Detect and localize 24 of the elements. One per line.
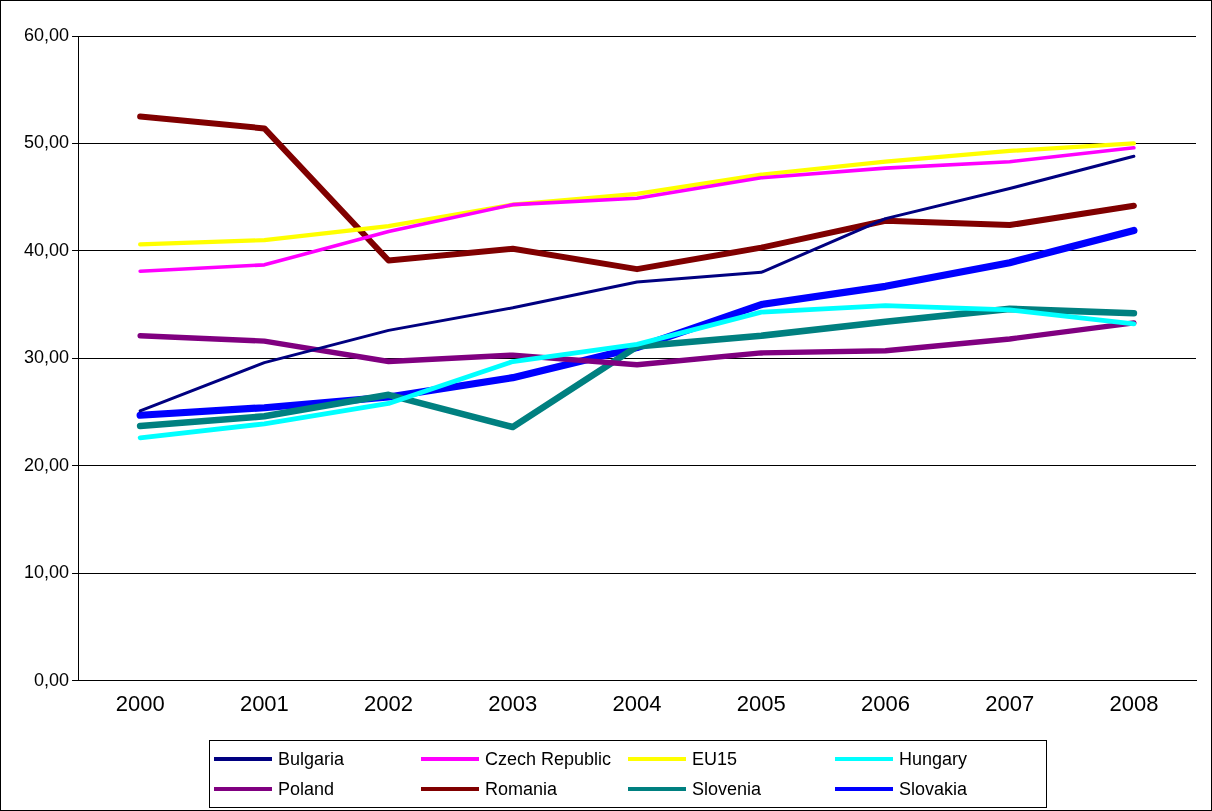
- x-tick-label: 2007: [985, 690, 1035, 716]
- y-tick-label: 60,00: [24, 24, 70, 45]
- y-tick-label: 40,00: [24, 239, 70, 260]
- y-tick-label: 20,00: [24, 454, 70, 475]
- legend-label: Poland: [278, 778, 335, 800]
- legend-label: Bulgaria: [278, 748, 345, 770]
- legend-label: Slovakia: [899, 778, 968, 800]
- legend-label: Czech Republic: [485, 748, 612, 770]
- y-tick-label: 10,00: [24, 562, 70, 583]
- x-tick-label: 2008: [1109, 690, 1159, 716]
- y-tick-label: 50,00: [24, 132, 70, 153]
- x-tick-label: 2006: [860, 690, 910, 716]
- legend-label: Hungary: [899, 748, 968, 770]
- legend-label: Romania: [485, 778, 558, 800]
- x-tick-label: 2003: [488, 690, 538, 716]
- x-tick-label: 2004: [612, 690, 662, 716]
- x-tick-label: 2005: [736, 690, 786, 716]
- y-tick-label: 30,00: [24, 347, 70, 368]
- x-tick-label: 2002: [364, 690, 414, 716]
- legend-label: Slovenia: [692, 778, 762, 800]
- legend-label: EU15: [692, 748, 738, 770]
- y-tick-label: 0,00: [34, 669, 70, 690]
- x-tick-label: 2000: [115, 690, 165, 716]
- x-tick-label: 2001: [239, 690, 289, 716]
